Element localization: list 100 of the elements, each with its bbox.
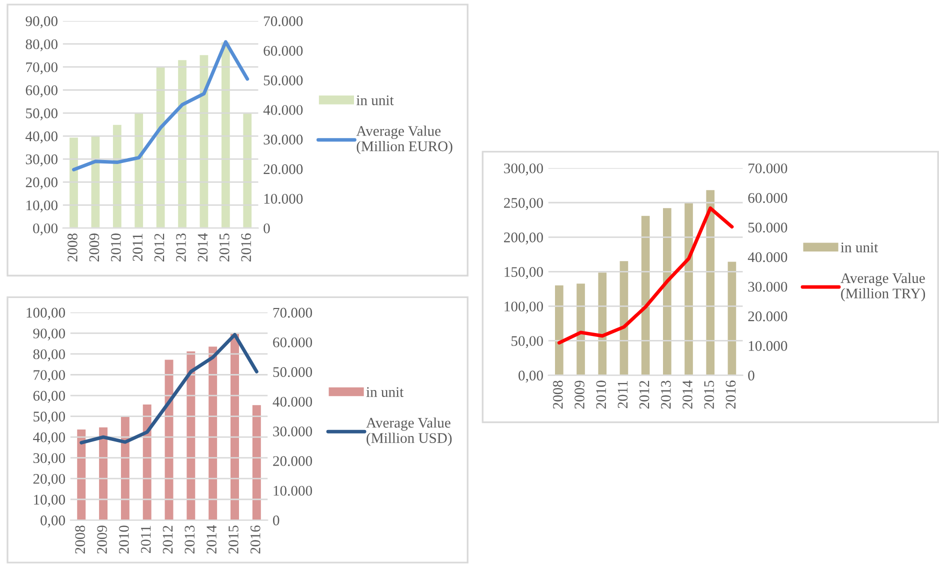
y2-tick-label: 70.000 bbox=[264, 16, 303, 26]
y2-tick-label: 10.000 bbox=[748, 341, 788, 351]
y-tick-label: 100,00 bbox=[504, 302, 543, 314]
y-tick-label: 40,00 bbox=[33, 432, 66, 444]
y2-tick-label: 40.000 bbox=[272, 396, 312, 407]
y2-tick-label: 10.000 bbox=[264, 194, 303, 204]
y2-tick-label: 0 bbox=[273, 516, 280, 526]
y-tick-label: 250,00 bbox=[504, 198, 543, 210]
x-tick-label: 2015 bbox=[219, 234, 230, 262]
x-tick-label: 2009 bbox=[574, 380, 584, 409]
x-tick-label: 2013 bbox=[184, 526, 195, 554]
y2-tick-label: 10.000 bbox=[274, 486, 312, 496]
bar bbox=[154, 66, 166, 228]
y-tick-label: 0,00 bbox=[33, 223, 58, 236]
y2-tick-label: 70.000 bbox=[748, 163, 788, 174]
x-tick-label: 2014 bbox=[682, 380, 692, 409]
bar bbox=[68, 136, 80, 228]
x-tick-label: 2011 bbox=[140, 526, 151, 553]
y2-tick-label: 60.000 bbox=[273, 337, 312, 348]
legend-label: Average Value (Million EURO) bbox=[356, 126, 452, 154]
line-series bbox=[80, 332, 258, 444]
x-tick-label: 2008 bbox=[68, 234, 78, 262]
y-tick-label: 100,00 bbox=[26, 308, 66, 320]
legend-label: in unit bbox=[366, 387, 404, 397]
y-tick-label: 30,00 bbox=[33, 453, 66, 466]
x-tick-label: 2008 bbox=[75, 526, 86, 554]
y-tick-label: 0,00 bbox=[518, 370, 543, 383]
bar bbox=[220, 40, 232, 228]
y2-tick-label: 50.000 bbox=[264, 75, 303, 86]
y2-tick-label: 30.000 bbox=[273, 426, 312, 436]
x-tick-label: 2013 bbox=[176, 234, 186, 262]
legend-label: in unit bbox=[356, 95, 394, 106]
x-tick-label: 2011 bbox=[132, 234, 143, 261]
y-tick-label: 20,00 bbox=[33, 474, 66, 486]
x-tick-label: 2008 bbox=[552, 380, 563, 409]
y-tick-label: 80,00 bbox=[33, 349, 66, 362]
line-series bbox=[557, 206, 734, 345]
y2-tick-label: 0 bbox=[748, 370, 754, 380]
x-tick-label: 2010 bbox=[110, 234, 121, 262]
legend-label: Average Value (Million USD) bbox=[366, 417, 452, 446]
bar bbox=[133, 112, 144, 228]
bar bbox=[662, 206, 673, 376]
bar bbox=[98, 426, 109, 520]
legend-label: in unit bbox=[840, 242, 878, 252]
y-tick-label: 90,00 bbox=[33, 328, 66, 341]
y-tick-label: 200,00 bbox=[504, 232, 543, 244]
bar bbox=[112, 124, 123, 228]
y2-tick-label: 20.000 bbox=[748, 311, 788, 322]
bar bbox=[704, 188, 716, 376]
x-tick-label: 2009 bbox=[97, 526, 107, 554]
bar bbox=[251, 404, 262, 520]
y-tick-label: 70,00 bbox=[34, 370, 66, 382]
y-tick-label: 40,00 bbox=[26, 131, 58, 144]
x-tick-label: 2012 bbox=[162, 526, 173, 554]
bar bbox=[176, 58, 188, 228]
bar bbox=[575, 282, 586, 376]
y2-tick-label: 20.000 bbox=[264, 164, 303, 174]
x-tick-label: 2013 bbox=[660, 380, 671, 409]
y-tick-label: 50,00 bbox=[512, 336, 543, 348]
bar bbox=[242, 112, 253, 228]
y2-tick-label: 30.000 bbox=[264, 134, 303, 145]
bar bbox=[198, 54, 210, 228]
bar bbox=[120, 416, 131, 520]
x-tick-label: 2010 bbox=[596, 380, 606, 409]
legend-label: Average Value (Million TRY) bbox=[840, 272, 926, 302]
y-tick-label: 30,00 bbox=[26, 154, 58, 166]
x-tick-label: 2014 bbox=[206, 525, 216, 554]
x-tick-label: 2012 bbox=[639, 380, 650, 409]
x-tick-label: 2012 bbox=[154, 234, 164, 262]
y2-tick-label: 20.000 bbox=[273, 456, 312, 466]
line-series bbox=[72, 40, 250, 172]
y-tick-label: 50,00 bbox=[26, 108, 58, 120]
x-tick-label: 2009 bbox=[89, 234, 100, 262]
y2-tick-label: 50.000 bbox=[748, 222, 788, 233]
y-tick-label: 10,00 bbox=[34, 494, 66, 507]
x-tick-label: 2016 bbox=[726, 380, 736, 409]
x-tick-label: 2015 bbox=[704, 380, 714, 409]
bar bbox=[683, 201, 694, 376]
y2-tick-label: 50.000 bbox=[273, 367, 312, 378]
y-tick-label: 150,00 bbox=[504, 267, 543, 279]
x-tick-label: 2016 bbox=[241, 233, 252, 262]
y2-tick-label: 70.000 bbox=[273, 308, 312, 318]
bar bbox=[726, 260, 738, 376]
y2-tick-label: 60.000 bbox=[748, 193, 788, 203]
y-tick-label: 20,00 bbox=[26, 177, 58, 190]
bar bbox=[229, 332, 240, 520]
y-tick-label: 90,00 bbox=[26, 16, 58, 28]
y-tick-label: 10,00 bbox=[26, 200, 58, 212]
y-tick-label: 300,00 bbox=[504, 163, 543, 176]
y2-tick-label: 40.000 bbox=[263, 105, 303, 115]
y-tick-label: 50,00 bbox=[34, 412, 66, 424]
y-tick-label: 70,00 bbox=[26, 62, 58, 74]
y-tick-label: 0,00 bbox=[40, 516, 66, 528]
x-tick-label: 2011 bbox=[618, 380, 628, 408]
x-tick-label: 2016 bbox=[250, 525, 260, 554]
y-tick-label: 80,00 bbox=[26, 39, 58, 52]
y2-tick-label: 30.000 bbox=[748, 282, 788, 292]
bar bbox=[596, 271, 608, 376]
y-tick-label: 60,00 bbox=[33, 390, 66, 403]
x-tick-label: 2015 bbox=[228, 526, 238, 554]
